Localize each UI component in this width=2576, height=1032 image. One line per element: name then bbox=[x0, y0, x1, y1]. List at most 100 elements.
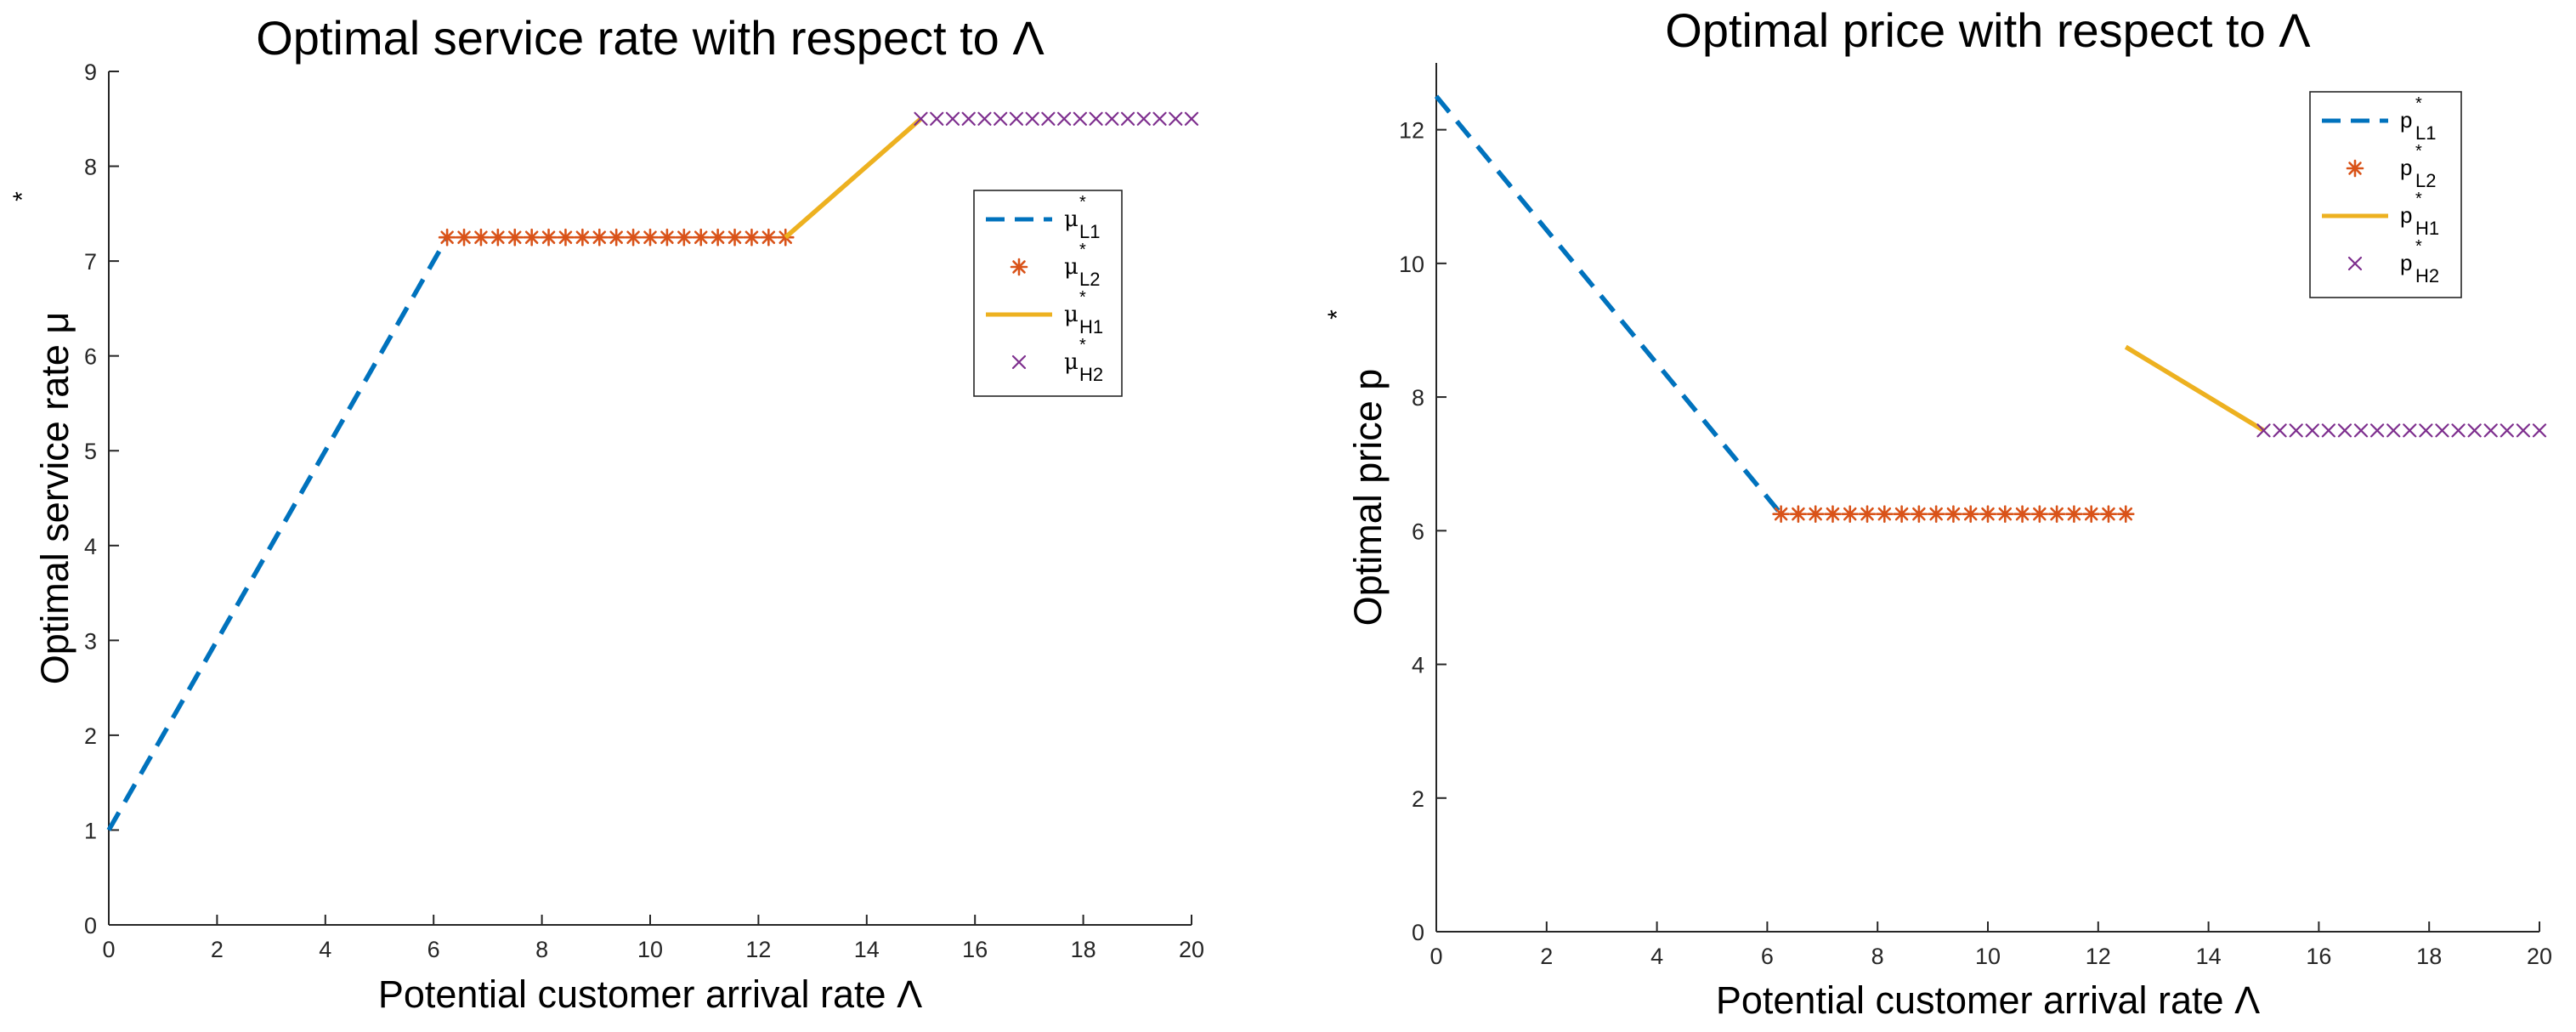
series-l2 bbox=[438, 228, 795, 247]
legend-superscript: * bbox=[1079, 336, 1086, 354]
x-tick-label: 4 bbox=[1650, 944, 1663, 969]
marker-l2 bbox=[540, 228, 558, 247]
series-h2 bbox=[914, 111, 1199, 126]
y-tick-label: 12 bbox=[1399, 118, 1424, 144]
marker-h2 bbox=[2353, 423, 2369, 438]
legend-item-h1: p* H1 bbox=[2322, 190, 2439, 239]
legend-subscript: L2 bbox=[1079, 269, 1100, 290]
legend-subscript: H1 bbox=[2415, 218, 2439, 239]
y-tick-label: 6 bbox=[84, 344, 97, 370]
marker-h2 bbox=[2403, 423, 2417, 438]
series-h1 bbox=[2124, 344, 2265, 433]
series-line-l1 bbox=[106, 235, 450, 831]
marker-l2 bbox=[1945, 505, 1962, 523]
series-line-h1 bbox=[2124, 344, 2265, 433]
marker-l2 bbox=[1806, 505, 1825, 523]
x-tick-label: 14 bbox=[2196, 944, 2222, 969]
y-tick-label: 7 bbox=[84, 249, 97, 275]
chart-title: Optimal price with respect to Λ bbox=[1665, 3, 2311, 57]
marker-h2 bbox=[2386, 423, 2401, 438]
y-tick-label: 2 bbox=[1412, 786, 1424, 812]
marker-l2 bbox=[1910, 505, 1928, 523]
x-tick-label: 16 bbox=[962, 937, 988, 962]
marker-h2 bbox=[2467, 423, 2482, 438]
legend-superscript: * bbox=[2415, 190, 2422, 208]
legend-symbol: p bbox=[2400, 155, 2412, 180]
legend: p*L1p*L2p*H1p*H2 bbox=[2309, 91, 2462, 298]
y-tick-label: 2 bbox=[84, 723, 97, 749]
legend-symbol: μ bbox=[1064, 207, 1079, 232]
legend-subscript: L2 bbox=[2415, 170, 2436, 191]
marker-l2 bbox=[1996, 505, 2014, 523]
x-tick-label: 18 bbox=[1071, 937, 1096, 962]
marker-l2 bbox=[2030, 505, 2049, 523]
legend-swatch-cross bbox=[2347, 256, 2363, 271]
marker-h2 bbox=[2500, 423, 2514, 438]
x-tick-label: 10 bbox=[637, 937, 663, 962]
legend-item-h2: p* H2 bbox=[2347, 237, 2439, 286]
legend-swatch-asterisk bbox=[2346, 159, 2364, 178]
legend-superscript: * bbox=[2415, 94, 2422, 113]
marker-l2 bbox=[675, 228, 694, 247]
y-tick-label: 8 bbox=[1412, 385, 1424, 411]
x-tick-label: 20 bbox=[2527, 944, 2552, 969]
y-tick-label: 3 bbox=[84, 628, 97, 654]
y-tick-label: 0 bbox=[1412, 920, 1424, 945]
legend-superscript: * bbox=[1079, 241, 1086, 259]
x-tick-label: 8 bbox=[535, 937, 548, 962]
marker-l2 bbox=[1876, 505, 1894, 523]
marker-l2 bbox=[760, 228, 778, 247]
x-axis-label: Potential customer arrival rate Λ bbox=[1716, 978, 2260, 1022]
legend-item-l1: μ* L1 bbox=[986, 193, 1100, 242]
y-tick-label: 9 bbox=[84, 60, 97, 85]
marker-l2 bbox=[658, 228, 677, 247]
y-axis-label: Optimal service rate μ bbox=[33, 312, 76, 685]
marker-l2 bbox=[2082, 505, 2100, 523]
y-tick-label: 6 bbox=[1412, 519, 1424, 544]
marker-l2 bbox=[1979, 505, 1997, 523]
series-h2 bbox=[2256, 423, 2547, 438]
marker-h2 bbox=[2273, 423, 2287, 438]
legend-subscript: H2 bbox=[1079, 364, 1103, 385]
y-tick-label: 1 bbox=[84, 818, 97, 843]
marker-h2 bbox=[2451, 423, 2466, 438]
marker-l2 bbox=[624, 228, 643, 247]
legend-swatch-cross bbox=[1011, 354, 1027, 370]
marker-h2 bbox=[2370, 423, 2385, 438]
legend-superscript: * bbox=[2415, 142, 2422, 161]
marker-h2 bbox=[1169, 111, 1183, 126]
legend-symbol: p bbox=[2400, 107, 2412, 133]
x-tick-label: 8 bbox=[1871, 944, 1884, 969]
chart-title: Optimal service rate with respect to Λ bbox=[256, 11, 1045, 65]
marker-l2 bbox=[1772, 505, 1790, 523]
marker-h2 bbox=[994, 111, 1008, 126]
marker-l2 bbox=[1789, 505, 1808, 523]
marker-h2 bbox=[1136, 111, 1151, 126]
legend-subscript: H2 bbox=[2415, 265, 2439, 286]
series-line-h1 bbox=[784, 116, 923, 240]
marker-h2 bbox=[2337, 423, 2352, 438]
x-tick-label: 4 bbox=[319, 937, 331, 962]
marker-h2 bbox=[1009, 111, 1024, 126]
marker-l2 bbox=[607, 228, 626, 247]
marker-l2 bbox=[590, 228, 609, 247]
x-tick-label: 0 bbox=[102, 937, 115, 962]
legend-symbol: μ bbox=[1064, 302, 1079, 327]
marker-h2 bbox=[2483, 423, 2498, 438]
marker-l2 bbox=[455, 228, 473, 247]
marker-l2 bbox=[574, 228, 592, 247]
legend-subscript: L1 bbox=[1079, 221, 1100, 242]
legend-symbol: p bbox=[2400, 250, 2412, 275]
marker-l2 bbox=[1824, 505, 1842, 523]
legend-subscript: L1 bbox=[2415, 122, 2436, 144]
marker-h2 bbox=[2321, 423, 2335, 438]
marker-l2 bbox=[523, 228, 541, 247]
x-tick-label: 2 bbox=[1540, 944, 1553, 969]
legend-item-h2: μ* H2 bbox=[1011, 336, 1103, 385]
marker-l2 bbox=[2099, 505, 2118, 523]
y-axis-label: Optimal price p bbox=[1346, 369, 1390, 627]
x-axis-label: Potential customer arrival rate Λ bbox=[378, 972, 922, 1016]
marker-l2 bbox=[1927, 505, 1945, 523]
marker-l2 bbox=[438, 228, 456, 247]
